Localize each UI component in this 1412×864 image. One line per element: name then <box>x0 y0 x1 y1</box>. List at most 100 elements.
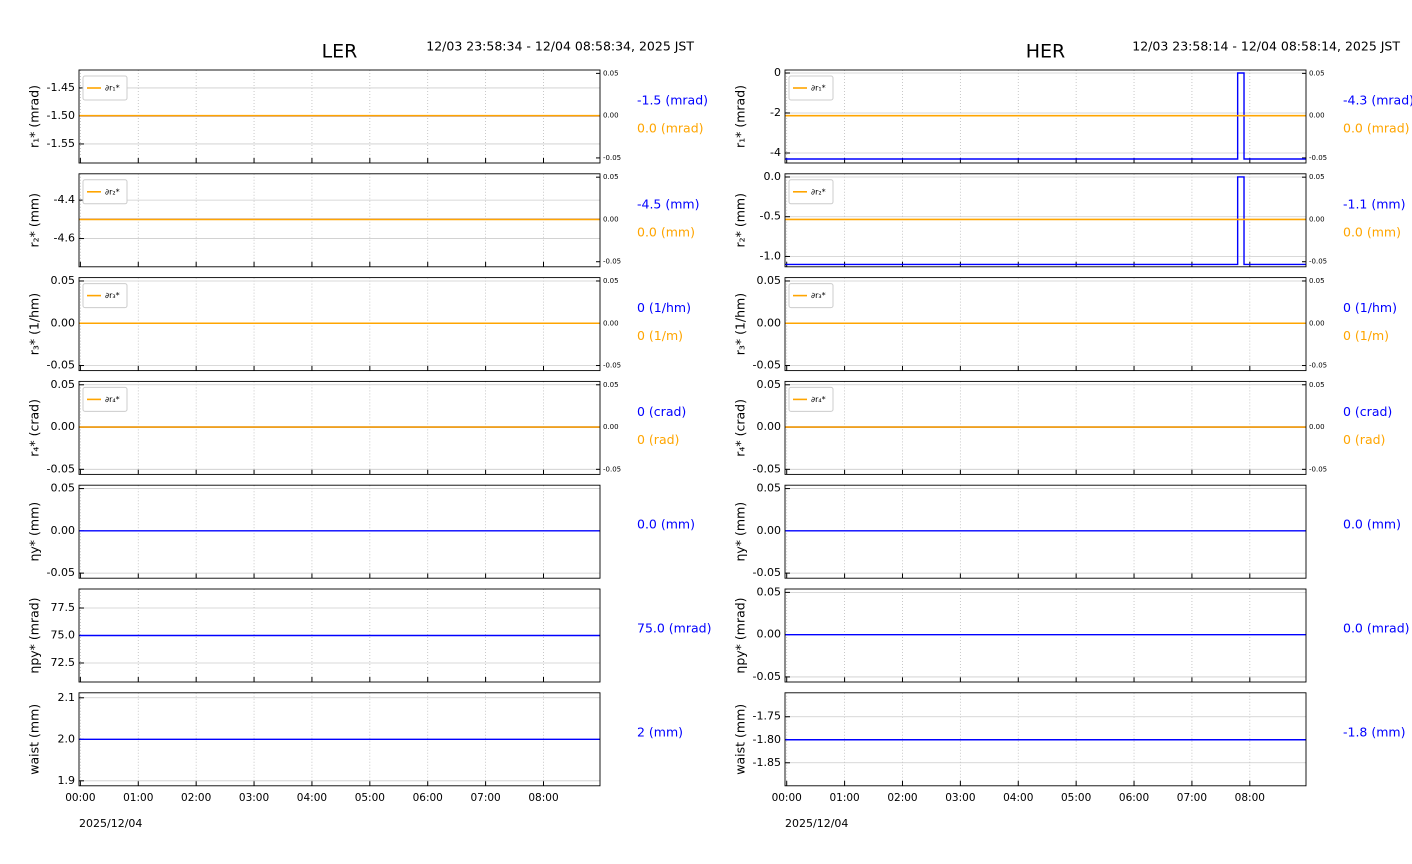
plot-frame <box>784 380 1307 475</box>
x-tick-label: 05:00 <box>355 792 385 804</box>
y2-tick-label: -0.05 <box>1309 465 1327 473</box>
plot-frame <box>784 69 1307 164</box>
y-axis-label: ηy* (mm) <box>27 502 42 562</box>
plot-frame <box>78 380 601 475</box>
y-tick-label: 0.00 <box>757 628 782 641</box>
y-tick-label: -1.0 <box>760 249 781 262</box>
y-tick-label: 0.00 <box>51 420 76 433</box>
current-value: 0 (1/hm) <box>1343 300 1397 315</box>
current-value: -4.3 (mrad) <box>1343 93 1412 108</box>
plot-frame <box>784 692 1307 787</box>
y-tick-label: -1.75 <box>753 710 781 723</box>
y-tick-label: -0.05 <box>753 462 781 475</box>
plot-frame <box>784 173 1307 268</box>
y2-tick-label: -0.05 <box>1309 362 1327 370</box>
y-axis-label: ηy* (mm) <box>733 502 748 562</box>
series-line <box>785 176 1306 266</box>
current-value: 0.0 (mm) <box>637 517 695 532</box>
legend-label: ∂r₁* <box>105 84 120 93</box>
legend-box <box>788 283 834 309</box>
plot-frame <box>784 484 1307 579</box>
y-axis-label: ηpy* (mrad) <box>733 597 748 673</box>
plot-frame <box>78 692 601 787</box>
legend-label: ∂r₃* <box>811 291 826 300</box>
y-tick-label: 0.00 <box>757 316 782 329</box>
plot-frame <box>78 484 601 579</box>
y-axis-label: waist (mm) <box>27 704 42 775</box>
y-tick-label: -0.05 <box>753 566 781 579</box>
x-tick-label: 01:00 <box>829 792 859 804</box>
y-tick-label: -4.4 <box>54 193 75 206</box>
x-tick-label: 06:00 <box>413 792 443 804</box>
current-value: 0.0 (mrad) <box>637 121 704 136</box>
legend-box <box>788 386 834 412</box>
current-value: 2 (mm) <box>637 724 683 739</box>
y-tick-label: -0.5 <box>760 210 781 223</box>
y-axis-label: r₃* (1/hm) <box>733 293 748 355</box>
x-tick-label: 02:00 <box>181 792 211 804</box>
x-tick-label: 02:00 <box>887 792 917 804</box>
y-tick-label: -1.85 <box>753 756 781 769</box>
y2-tick-label: -0.05 <box>1309 154 1327 162</box>
y-axis-label: waist (mm) <box>733 704 748 775</box>
plot-frame <box>78 173 601 268</box>
current-value: 0 (1/hm) <box>637 300 691 315</box>
y-tick-label: -0.05 <box>753 670 781 683</box>
y-tick-label: 0.05 <box>757 585 782 598</box>
y-axis-label: r₃* (1/hm) <box>27 293 42 355</box>
legend-box <box>788 179 834 205</box>
plot-frame <box>784 277 1307 372</box>
legend-box <box>82 283 128 309</box>
legend-label: ∂r₂* <box>105 187 120 196</box>
y2-tick-label: -0.05 <box>603 465 621 473</box>
current-value: 0 (crad) <box>637 404 686 419</box>
y-axis-label: r₁* (mrad) <box>27 85 42 148</box>
current-value: 0.0 (mrad) <box>1343 621 1410 636</box>
current-value: -1.5 (mrad) <box>637 93 708 108</box>
legend-box <box>82 386 128 412</box>
x-axis-label: 2025/12/04 <box>79 817 142 830</box>
plot-frame <box>78 588 601 683</box>
y-tick-label: 0.00 <box>757 420 782 433</box>
x-tick-label: 07:00 <box>1177 792 1207 804</box>
x-tick-label: 05:00 <box>1061 792 1091 804</box>
y-tick-label: 0.05 <box>51 482 76 495</box>
x-tick-label: 00:00 <box>65 792 95 804</box>
y-tick-label: -1.50 <box>47 109 75 122</box>
x-tick-label: 03:00 <box>945 792 975 804</box>
current-value: -1.8 (mm) <box>1343 724 1405 739</box>
current-value: 0.0 (mrad) <box>1343 121 1410 136</box>
x-tick-label: 00:00 <box>772 792 802 804</box>
y-tick-label: -0.05 <box>47 566 75 579</box>
y2-tick-label: 0.00 <box>1309 319 1325 327</box>
time-range: 12/03 23:58:14 - 12/04 08:58:14, 2025 JS… <box>1132 39 1400 54</box>
y2-tick-label: 0.00 <box>1309 112 1325 120</box>
current-value: 0 (crad) <box>1343 404 1392 419</box>
plot-frame <box>78 69 601 164</box>
x-tick-label: 04:00 <box>297 792 327 804</box>
y-tick-label: 1.9 <box>58 774 76 787</box>
y-tick-label: -4 <box>770 146 781 159</box>
legend-box <box>82 75 128 101</box>
current-value: 0.0 (mm) <box>1343 517 1401 532</box>
y-tick-label: -0.05 <box>753 359 781 372</box>
plot-frame <box>784 588 1307 683</box>
y-tick-label: 77.5 <box>51 601 76 614</box>
x-tick-label: 08:00 <box>528 792 558 804</box>
y2-tick-label: 0.05 <box>603 69 619 77</box>
y2-tick-label: 0.05 <box>603 277 619 285</box>
y-axis-label: r₁* (mrad) <box>733 85 748 148</box>
time-range: 12/03 23:58:34 - 12/04 08:58:34, 2025 JS… <box>426 39 694 54</box>
legend-label: ∂r₄* <box>105 395 120 404</box>
current-value: -1.1 (mm) <box>1343 196 1405 211</box>
y-tick-label: -1.55 <box>47 137 75 150</box>
x-tick-label: 03:00 <box>239 792 269 804</box>
y2-tick-label: 0.05 <box>1309 173 1325 181</box>
y-tick-label: 0.00 <box>757 524 782 537</box>
x-tick-label: 08:00 <box>1235 792 1265 804</box>
y-tick-label: 0.05 <box>757 274 782 287</box>
y-tick-label: 0.00 <box>51 316 76 329</box>
legend-label: ∂r₄* <box>811 395 826 404</box>
